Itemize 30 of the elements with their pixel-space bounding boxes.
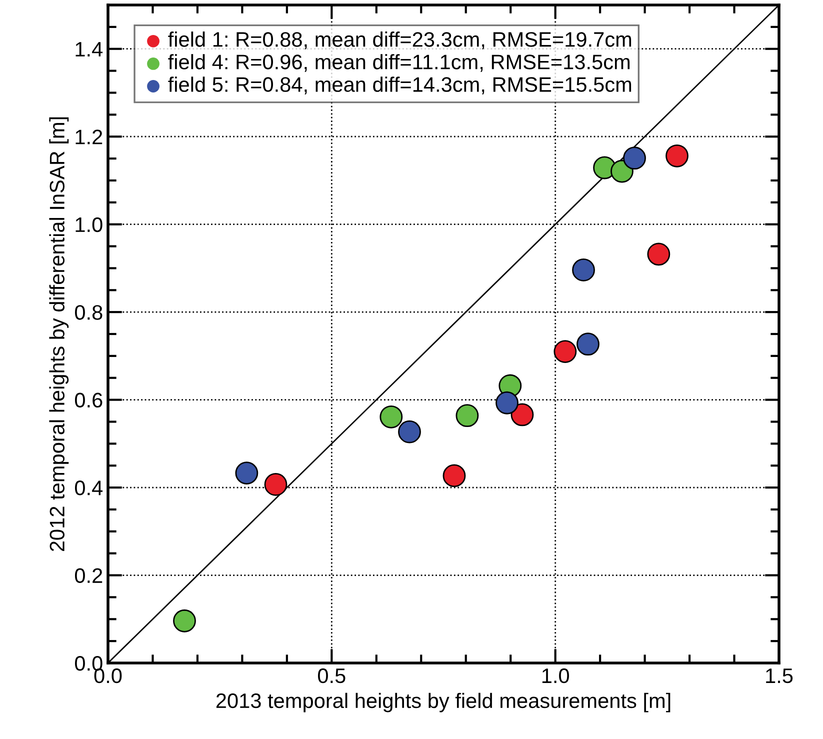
y-tick-label: 1.2 [76, 130, 102, 144]
point [510, 403, 534, 426]
point [264, 473, 288, 496]
legend-label: field 1: R=0.88, mean diff=23.3cm, RMSE=19.7cm [168, 32, 632, 50]
point [623, 146, 646, 170]
point [572, 258, 595, 282]
point [235, 462, 258, 485]
point [442, 464, 466, 488]
point [496, 391, 518, 414]
point [173, 609, 196, 632]
y-tick-label: 0.8 [74, 305, 102, 320]
point [647, 242, 670, 266]
x-tick-label: 0.5 [318, 668, 346, 684]
point [666, 144, 688, 168]
y-tick-label: 1.4 [76, 42, 103, 56]
legend-label: field 4: R=0.96, mean diff=11.1cm, RMSE=13.5cm [168, 54, 630, 72]
x-tick-label: 1.0 [542, 668, 569, 684]
y-tick-label: 0.2 [74, 568, 102, 584]
point [380, 405, 403, 428]
x-tick-label: 1.5 [766, 668, 793, 684]
point [554, 340, 577, 363]
point [398, 420, 421, 444]
point [576, 332, 600, 356]
y-tick-label: 0.4 [74, 480, 103, 496]
x-axis-title: 2013 temporal heights by field measurements [m] [216, 692, 670, 712]
y-tick-label: 0.6 [74, 392, 102, 408]
y-axis-title: 2012 temporal heights by differential InSAR [m] [49, 117, 69, 552]
y-tick-label: 1.0 [76, 217, 102, 232]
point [456, 404, 479, 428]
legend-label: field 5: R=0.84, mean diff=14.3cm, RMSE=15.5cm [168, 76, 632, 94]
